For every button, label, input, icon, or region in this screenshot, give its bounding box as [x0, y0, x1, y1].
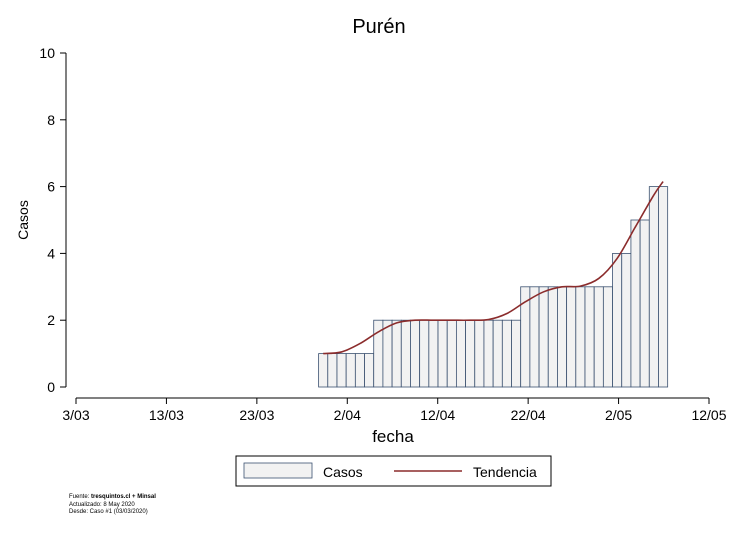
x-tick-label: 13/03	[149, 407, 184, 423]
bar	[501, 319, 512, 388]
bar	[364, 353, 375, 388]
y-tick-label: 10	[39, 45, 55, 61]
footnote-updated: Actualizado: 8 May 2020	[69, 501, 135, 508]
bar	[382, 319, 393, 388]
x-tick-label: 2/05	[605, 407, 632, 423]
bar	[648, 186, 659, 388]
bar	[446, 319, 457, 388]
bar	[630, 219, 641, 388]
bar	[511, 319, 522, 388]
bar	[474, 319, 485, 388]
footnote-source-name: tresquintos.cl + Minsal	[91, 494, 156, 500]
bar	[318, 353, 329, 388]
bar	[336, 353, 347, 388]
x-tick-label: 12/04	[420, 407, 455, 423]
trend-line	[323, 181, 664, 355]
bar	[465, 319, 476, 388]
bar	[658, 186, 669, 388]
bar	[492, 319, 503, 388]
footnote-since: Desde: Caso #1 (03/03/2020)	[69, 509, 148, 515]
bar	[410, 319, 421, 388]
footnote-source: Fuente: tresquintos.cl + Minsal	[69, 494, 156, 500]
bar	[400, 319, 411, 388]
bar	[639, 219, 650, 388]
legend: Casos Tendencia	[235, 455, 552, 487]
bar	[437, 319, 448, 388]
bar	[529, 286, 540, 388]
x-tick-label: 23/03	[239, 407, 274, 423]
bar	[612, 252, 623, 388]
x-tick-label: 2/04	[334, 407, 361, 423]
x-tick-label: 12/05	[691, 407, 726, 423]
legend-swatch-casos	[243, 462, 313, 479]
legend-label-casos: Casos	[323, 464, 363, 480]
y-tick-label: 2	[47, 312, 55, 328]
bar	[327, 353, 338, 388]
bar	[345, 353, 356, 388]
bar	[354, 353, 365, 388]
bar	[419, 319, 430, 388]
bar	[428, 319, 439, 388]
chart-title: Purén	[352, 16, 405, 38]
y-tick-label: 4	[47, 245, 55, 261]
bar	[621, 252, 632, 388]
x-tick-label: 22/04	[511, 407, 546, 423]
bar	[593, 286, 604, 388]
bar-series	[318, 186, 669, 388]
bar	[391, 319, 402, 388]
bar	[557, 286, 568, 388]
legend-label-tendencia: Tendencia	[473, 464, 537, 480]
bar	[547, 286, 558, 388]
y-tick-label: 6	[47, 179, 55, 195]
x-tick-label: 3/03	[62, 407, 89, 423]
x-axis-label: fecha	[372, 427, 414, 446]
bar	[602, 286, 613, 388]
y-tick-label: 8	[47, 112, 55, 128]
bar	[566, 286, 577, 388]
y-tick-label: 0	[47, 379, 55, 395]
bar	[575, 286, 586, 388]
footnote: Fuente: tresquintos.cl + Minsal Actualiz…	[69, 494, 156, 517]
bar	[483, 319, 494, 388]
y-axis-label: Casos	[15, 200, 31, 240]
bar	[584, 286, 595, 388]
bar	[538, 286, 549, 388]
bar	[455, 319, 466, 388]
